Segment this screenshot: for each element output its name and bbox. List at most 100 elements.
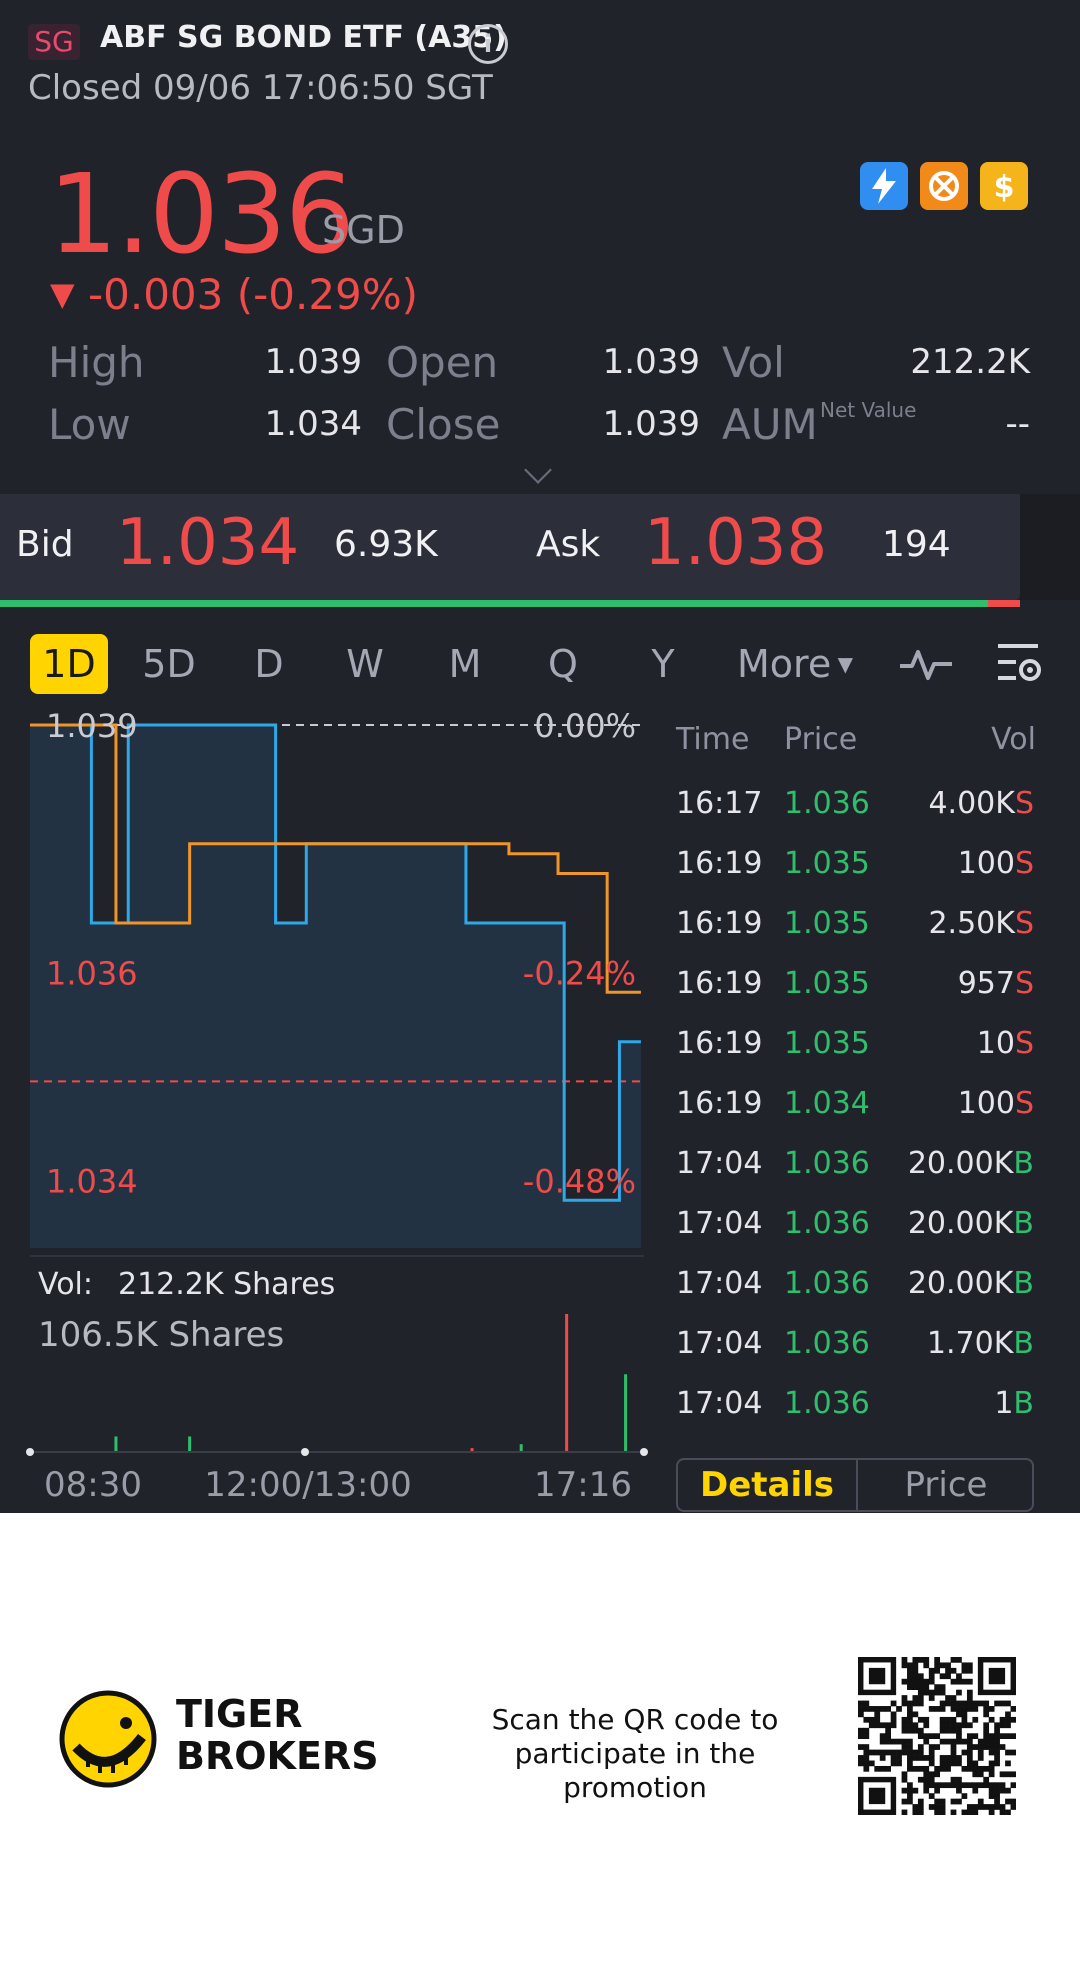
tick-row: 17:04 1.036 20.00KB bbox=[676, 1266, 1036, 1306]
ask-volume-bar bbox=[988, 600, 1020, 607]
tiger-logo bbox=[58, 1689, 158, 1793]
tick-time: 16:19 bbox=[676, 1086, 763, 1121]
tick-side: S bbox=[1014, 906, 1034, 941]
tick-price: 1.036 bbox=[784, 786, 870, 821]
tick-volume: 100S bbox=[957, 846, 1034, 881]
details-price-toggle: Details Price bbox=[676, 1458, 1034, 1512]
last-price: 1.036 bbox=[48, 150, 355, 278]
toggle-divider bbox=[856, 1460, 858, 1510]
tab-5d[interactable]: 5D bbox=[142, 642, 196, 686]
stock-title: ABF SG BOND ETF (A35) bbox=[100, 20, 507, 55]
brand-line-2: BROKERS bbox=[176, 1734, 379, 1778]
tick-side: S bbox=[1014, 846, 1034, 881]
volume-bar bbox=[624, 1374, 628, 1452]
bid-ask-edge bbox=[1020, 494, 1080, 600]
y-tick-label: 1.036 bbox=[46, 955, 138, 993]
tick-side: B bbox=[1013, 1386, 1034, 1421]
net-value-label: Net Value bbox=[820, 398, 917, 422]
lightning-icon[interactable] bbox=[860, 162, 908, 210]
stock-quote-screen: SG ABF SG BOND ETF (A35) i Closed 09/06 … bbox=[0, 0, 1080, 1513]
price-line bbox=[30, 723, 641, 1202]
ask-size: 194 bbox=[882, 524, 951, 565]
tick-price: 1.036 bbox=[784, 1266, 870, 1301]
tab-d[interactable]: D bbox=[254, 642, 284, 686]
close-label: Close bbox=[386, 400, 501, 449]
vol-value: 212.2K bbox=[910, 342, 1030, 382]
tick-volume: 20.00KB bbox=[907, 1266, 1034, 1301]
currency: SGD bbox=[322, 208, 405, 252]
dollar-icon[interactable]: $ bbox=[980, 162, 1028, 210]
aum-value: -- bbox=[1005, 404, 1030, 444]
market-badge: SG bbox=[28, 24, 80, 60]
volume-bar bbox=[565, 1314, 569, 1452]
pct-tick-label: 0.00% bbox=[534, 707, 636, 745]
col-vol: Vol bbox=[991, 722, 1036, 757]
tab-y[interactable]: Y bbox=[651, 642, 675, 686]
close-value: 1.039 bbox=[602, 404, 700, 444]
tick-side: S bbox=[1014, 966, 1034, 1001]
tick-price: 1.036 bbox=[784, 1146, 870, 1181]
bid-price: 1.034 bbox=[116, 506, 300, 580]
tick-row: 16:19 1.034 100S bbox=[676, 1086, 1036, 1126]
info-icon[interactable]: i bbox=[468, 24, 508, 64]
intraday-chart[interactable]: 1.039 1.036 1.034 0.00% -0.24% -0.48% Vol: 212.… bbox=[0, 700, 660, 1500]
bid-ask-bar bbox=[0, 494, 1020, 600]
open-label: Open bbox=[386, 338, 499, 387]
tick-volume: 1B bbox=[994, 1386, 1034, 1421]
options-icon[interactable] bbox=[920, 162, 968, 210]
tick-time: 17:04 bbox=[676, 1206, 763, 1241]
tab-m[interactable]: M bbox=[448, 642, 482, 686]
bid-volume-bar bbox=[0, 600, 988, 607]
price-change-value: -0.003 (-0.29%) bbox=[87, 270, 419, 319]
price-button[interactable]: Price bbox=[904, 1465, 988, 1505]
y-tick-label: 1.034 bbox=[46, 1162, 138, 1200]
tick-row: 16:19 1.035 10S bbox=[676, 1026, 1036, 1066]
chart-settings-icon[interactable] bbox=[996, 640, 1046, 692]
tick-side: B bbox=[1013, 1146, 1034, 1181]
tick-time: 16:19 bbox=[676, 846, 763, 881]
volume-bar bbox=[470, 1448, 474, 1452]
tick-time: 17:04 bbox=[676, 1386, 763, 1421]
tick-price: 1.035 bbox=[784, 846, 870, 881]
tick-time: 16:19 bbox=[676, 906, 763, 941]
y-tick-label: 1.039 bbox=[46, 707, 138, 745]
ask-price: 1.038 bbox=[644, 506, 828, 580]
pct-tick-label: -0.48% bbox=[523, 1162, 636, 1200]
promo-line-1: Scan the QR code to bbox=[491, 1703, 779, 1736]
tick-time: 17:04 bbox=[676, 1266, 763, 1301]
tab-more-label: More bbox=[737, 642, 832, 686]
tick-volume: 2.50KS bbox=[928, 906, 1034, 941]
tick-price: 1.035 bbox=[784, 906, 870, 941]
promo-footer: TIGER BROKERS Scan the QR code to partic… bbox=[0, 1513, 1080, 1963]
tick-row: 17:04 1.036 20.00KB bbox=[676, 1146, 1036, 1186]
chevron-down-icon[interactable] bbox=[524, 456, 552, 484]
tick-price: 1.036 bbox=[784, 1206, 870, 1241]
col-time: Time bbox=[676, 722, 750, 757]
tab-1d[interactable]: 1D bbox=[30, 634, 108, 694]
session-marker bbox=[640, 1448, 648, 1456]
details-button[interactable]: Details bbox=[699, 1465, 835, 1505]
tab-more[interactable]: More ▼ bbox=[730, 634, 860, 694]
price-area bbox=[30, 725, 641, 1248]
tick-price: 1.035 bbox=[784, 1026, 870, 1061]
volume-bar bbox=[114, 1436, 118, 1452]
tick-price: 1.034 bbox=[784, 1086, 870, 1121]
tab-q[interactable]: Q bbox=[548, 642, 578, 686]
volume-bar bbox=[519, 1444, 523, 1452]
tick-price: 1.036 bbox=[784, 1386, 870, 1421]
tab-w[interactable]: W bbox=[346, 642, 384, 686]
qr-code[interactable] bbox=[858, 1657, 1016, 1815]
tick-side: B bbox=[1013, 1206, 1034, 1241]
tick-row: 16:19 1.035 2.50KS bbox=[676, 906, 1036, 946]
tick-time: 16:19 bbox=[676, 966, 763, 1001]
x-tick-label: 12:00/13:00 bbox=[204, 1465, 411, 1500]
aum-label: AUM bbox=[722, 400, 818, 449]
ticks-list[interactable]: 16:171.03630.00KS 16:17 1.036 4.00KS 16:19 1.… bbox=[676, 762, 1046, 1452]
high-label: High bbox=[48, 338, 145, 387]
svg-text:$: $ bbox=[994, 170, 1015, 205]
tick-time: 17:04 bbox=[676, 1146, 763, 1181]
brand-line-1: TIGER bbox=[176, 1692, 303, 1736]
down-arrow-icon: ▼ bbox=[50, 275, 75, 313]
tick-volume: 100S bbox=[957, 1086, 1034, 1121]
indicator-icon[interactable] bbox=[898, 644, 954, 688]
